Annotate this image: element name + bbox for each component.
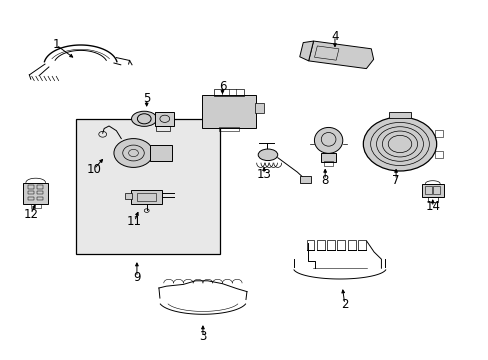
Text: 14: 14 bbox=[425, 201, 439, 213]
Bar bbox=[299, 176, 311, 183]
Bar bbox=[28, 185, 34, 189]
Bar bbox=[76, 119, 220, 254]
Bar bbox=[37, 197, 42, 200]
Text: 2: 2 bbox=[340, 298, 348, 311]
Bar bbox=[219, 127, 238, 131]
Text: 3: 3 bbox=[199, 330, 206, 343]
Bar bbox=[137, 193, 156, 201]
Bar bbox=[37, 185, 42, 189]
Bar bbox=[323, 161, 333, 166]
Bar bbox=[347, 240, 355, 250]
Bar bbox=[425, 186, 431, 194]
Polygon shape bbox=[308, 41, 373, 69]
Bar bbox=[320, 153, 336, 162]
Bar bbox=[357, 240, 365, 250]
Bar bbox=[149, 145, 171, 161]
Bar bbox=[421, 184, 443, 197]
Bar bbox=[156, 126, 170, 131]
Text: 10: 10 bbox=[86, 163, 101, 176]
Bar bbox=[131, 190, 162, 204]
Bar bbox=[306, 240, 314, 250]
Ellipse shape bbox=[131, 111, 157, 126]
Bar bbox=[316, 240, 324, 250]
Bar bbox=[23, 183, 48, 204]
Text: 1: 1 bbox=[52, 39, 60, 51]
Bar bbox=[427, 197, 437, 202]
Bar bbox=[37, 191, 42, 194]
Bar bbox=[434, 130, 442, 137]
Ellipse shape bbox=[314, 127, 342, 153]
Bar bbox=[326, 240, 334, 250]
Ellipse shape bbox=[258, 149, 277, 161]
Bar bbox=[28, 191, 34, 194]
Text: 4: 4 bbox=[330, 30, 338, 42]
Bar bbox=[337, 240, 345, 250]
Text: 9: 9 bbox=[133, 271, 141, 284]
Text: 13: 13 bbox=[256, 168, 271, 181]
Bar bbox=[155, 112, 173, 126]
Bar bbox=[434, 151, 442, 158]
Bar bbox=[124, 193, 131, 199]
Text: 11: 11 bbox=[127, 215, 142, 228]
Bar bbox=[28, 197, 34, 200]
Circle shape bbox=[363, 117, 436, 171]
Bar bbox=[31, 204, 41, 208]
Bar bbox=[255, 103, 264, 113]
Text: 8: 8 bbox=[321, 174, 328, 186]
Text: 7: 7 bbox=[391, 174, 399, 186]
Bar bbox=[202, 95, 255, 128]
Circle shape bbox=[114, 139, 153, 167]
Bar bbox=[214, 89, 243, 96]
Text: 5: 5 bbox=[142, 93, 150, 105]
Text: 12: 12 bbox=[23, 208, 38, 221]
Text: 6: 6 bbox=[218, 80, 226, 93]
Bar bbox=[432, 186, 439, 194]
Bar bbox=[388, 112, 410, 118]
Polygon shape bbox=[299, 41, 313, 61]
